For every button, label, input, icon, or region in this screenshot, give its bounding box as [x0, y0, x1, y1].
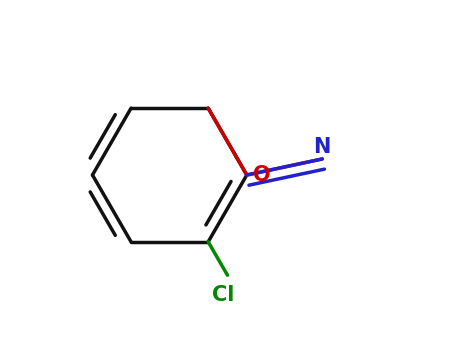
Text: N: N [313, 138, 331, 158]
Text: O: O [253, 165, 271, 185]
Text: Cl: Cl [212, 285, 235, 305]
